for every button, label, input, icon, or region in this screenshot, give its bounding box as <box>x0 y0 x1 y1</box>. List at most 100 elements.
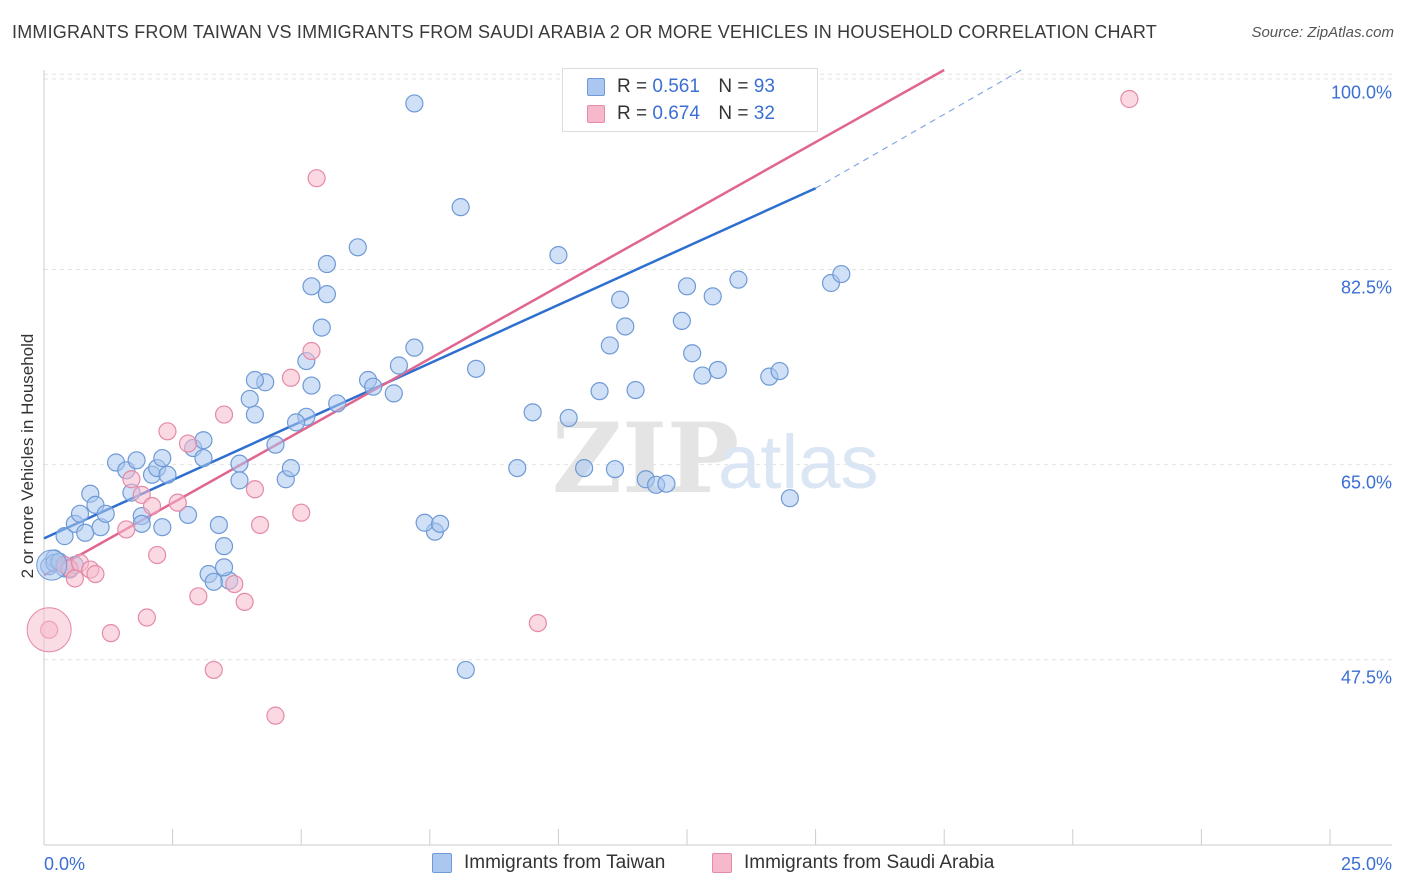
point-taiwan <box>214 558 234 577</box>
legend-row-saudi: R = 0.674 N = 32 <box>587 103 775 125</box>
point-saudi <box>281 368 301 387</box>
tick-labels: 47.5% 65.0% 82.5% 100.0% 0.0% 25.0% <box>44 82 1392 874</box>
legend-n-value: 32 <box>753 103 775 124</box>
legend-r-value: 0.674 <box>652 103 700 124</box>
point-taiwan <box>559 408 578 428</box>
point-saudi <box>189 587 208 606</box>
point-taiwan <box>590 382 609 401</box>
point-taiwan <box>36 549 68 581</box>
point-saudi <box>142 496 162 516</box>
point-saudi <box>101 624 120 643</box>
point-taiwan <box>281 458 301 478</box>
point-taiwan <box>389 356 409 375</box>
point-taiwan <box>286 413 306 432</box>
series-legend: Immigrants from Taiwan Immigrants from S… <box>0 852 1406 876</box>
point-saudi <box>168 493 187 512</box>
point-taiwan <box>204 572 223 591</box>
legend-item-taiwan[interactable]: Immigrants from Taiwan <box>432 852 665 874</box>
legend-n-label: N = <box>718 76 749 97</box>
point-taiwan <box>626 380 645 400</box>
legend-label-taiwan: Immigrants from Taiwan <box>464 852 666 873</box>
point-taiwan <box>677 277 697 296</box>
point-saudi <box>132 485 151 504</box>
legend-row-taiwan: R = 0.561 N = 93 <box>587 76 775 98</box>
point-taiwan <box>194 431 213 450</box>
point-taiwan <box>384 384 403 403</box>
point-taiwan <box>405 338 424 357</box>
point-saudi <box>86 564 105 584</box>
point-saudi <box>235 592 254 612</box>
y-tick-label: 82.5% <box>1341 277 1392 297</box>
point-saudi <box>65 569 84 588</box>
point-taiwan <box>76 523 95 542</box>
point-taiwan <box>832 264 851 284</box>
point-taiwan <box>158 465 177 484</box>
point-taiwan <box>209 515 228 535</box>
taiwan-swatch <box>587 78 605 96</box>
y-tick-label: 47.5% <box>1341 668 1392 688</box>
saudi-swatch <box>712 853 732 873</box>
y-tick-label: 65.0% <box>1341 473 1392 493</box>
point-taiwan <box>523 403 542 422</box>
point-taiwan <box>600 336 619 355</box>
point-saudi <box>225 574 244 594</box>
point-saudi <box>1120 89 1139 109</box>
point-taiwan <box>245 370 265 390</box>
x-tick-label: 25.0% <box>1341 854 1392 874</box>
legend-label-saudi: Immigrants from Saudi Arabia <box>744 852 995 873</box>
data-points <box>26 89 1139 725</box>
point-taiwan <box>549 246 568 265</box>
point-taiwan <box>153 448 172 468</box>
point-taiwan <box>230 454 249 473</box>
point-saudi <box>204 660 223 680</box>
point-taiwan <box>302 376 321 395</box>
point-taiwan <box>657 474 676 493</box>
legend-item-saudi[interactable]: Immigrants from Saudi Arabia <box>712 852 994 874</box>
point-taiwan <box>266 435 285 454</box>
point-taiwan <box>348 238 367 257</box>
legend-r-value: 0.561 <box>652 76 700 97</box>
legend-r-label: R = <box>617 76 648 97</box>
point-saudi <box>245 480 265 499</box>
point-taiwan <box>430 514 450 533</box>
point-taiwan <box>466 359 486 378</box>
point-taiwan <box>214 537 234 556</box>
point-taiwan <box>770 361 789 381</box>
point-taiwan <box>194 448 213 468</box>
watermark-zip: ZIP <box>552 402 739 515</box>
point-saudi <box>122 470 141 489</box>
taiwan-swatch <box>432 853 452 873</box>
point-taiwan <box>605 460 625 479</box>
watermark-atlas: atlas <box>718 420 879 505</box>
point-saudi <box>137 608 156 627</box>
point-taiwan <box>312 318 331 337</box>
point-taiwan <box>451 198 470 217</box>
point-taiwan <box>153 518 172 537</box>
point-taiwan <box>508 458 527 478</box>
point-saudi <box>214 405 234 424</box>
point-saudi <box>307 169 326 188</box>
point-taiwan <box>317 285 337 304</box>
point-taiwan <box>132 514 151 533</box>
point-taiwan <box>683 344 702 363</box>
legend-r-label: R = <box>617 103 648 124</box>
chart-title: IMMIGRANTS FROM TAIWAN VS IMMIGRANTS FRO… <box>12 22 1157 42</box>
point-taiwan <box>672 311 691 330</box>
point-taiwan <box>55 527 74 546</box>
trend-line-saudi <box>43 68 945 577</box>
point-taiwan <box>70 504 90 523</box>
point-taiwan <box>575 458 594 478</box>
point-taiwan <box>405 94 424 113</box>
point-saudi <box>266 706 285 725</box>
point-taiwan <box>780 489 799 508</box>
point-taiwan <box>616 317 635 336</box>
point-taiwan <box>96 504 115 523</box>
point-saudi <box>26 607 72 653</box>
point-taiwan <box>729 270 748 289</box>
point-taiwan <box>703 287 722 306</box>
point-saudi <box>302 341 321 361</box>
point-taiwan <box>127 451 146 470</box>
point-saudi <box>158 422 177 441</box>
point-saudi <box>528 613 547 633</box>
